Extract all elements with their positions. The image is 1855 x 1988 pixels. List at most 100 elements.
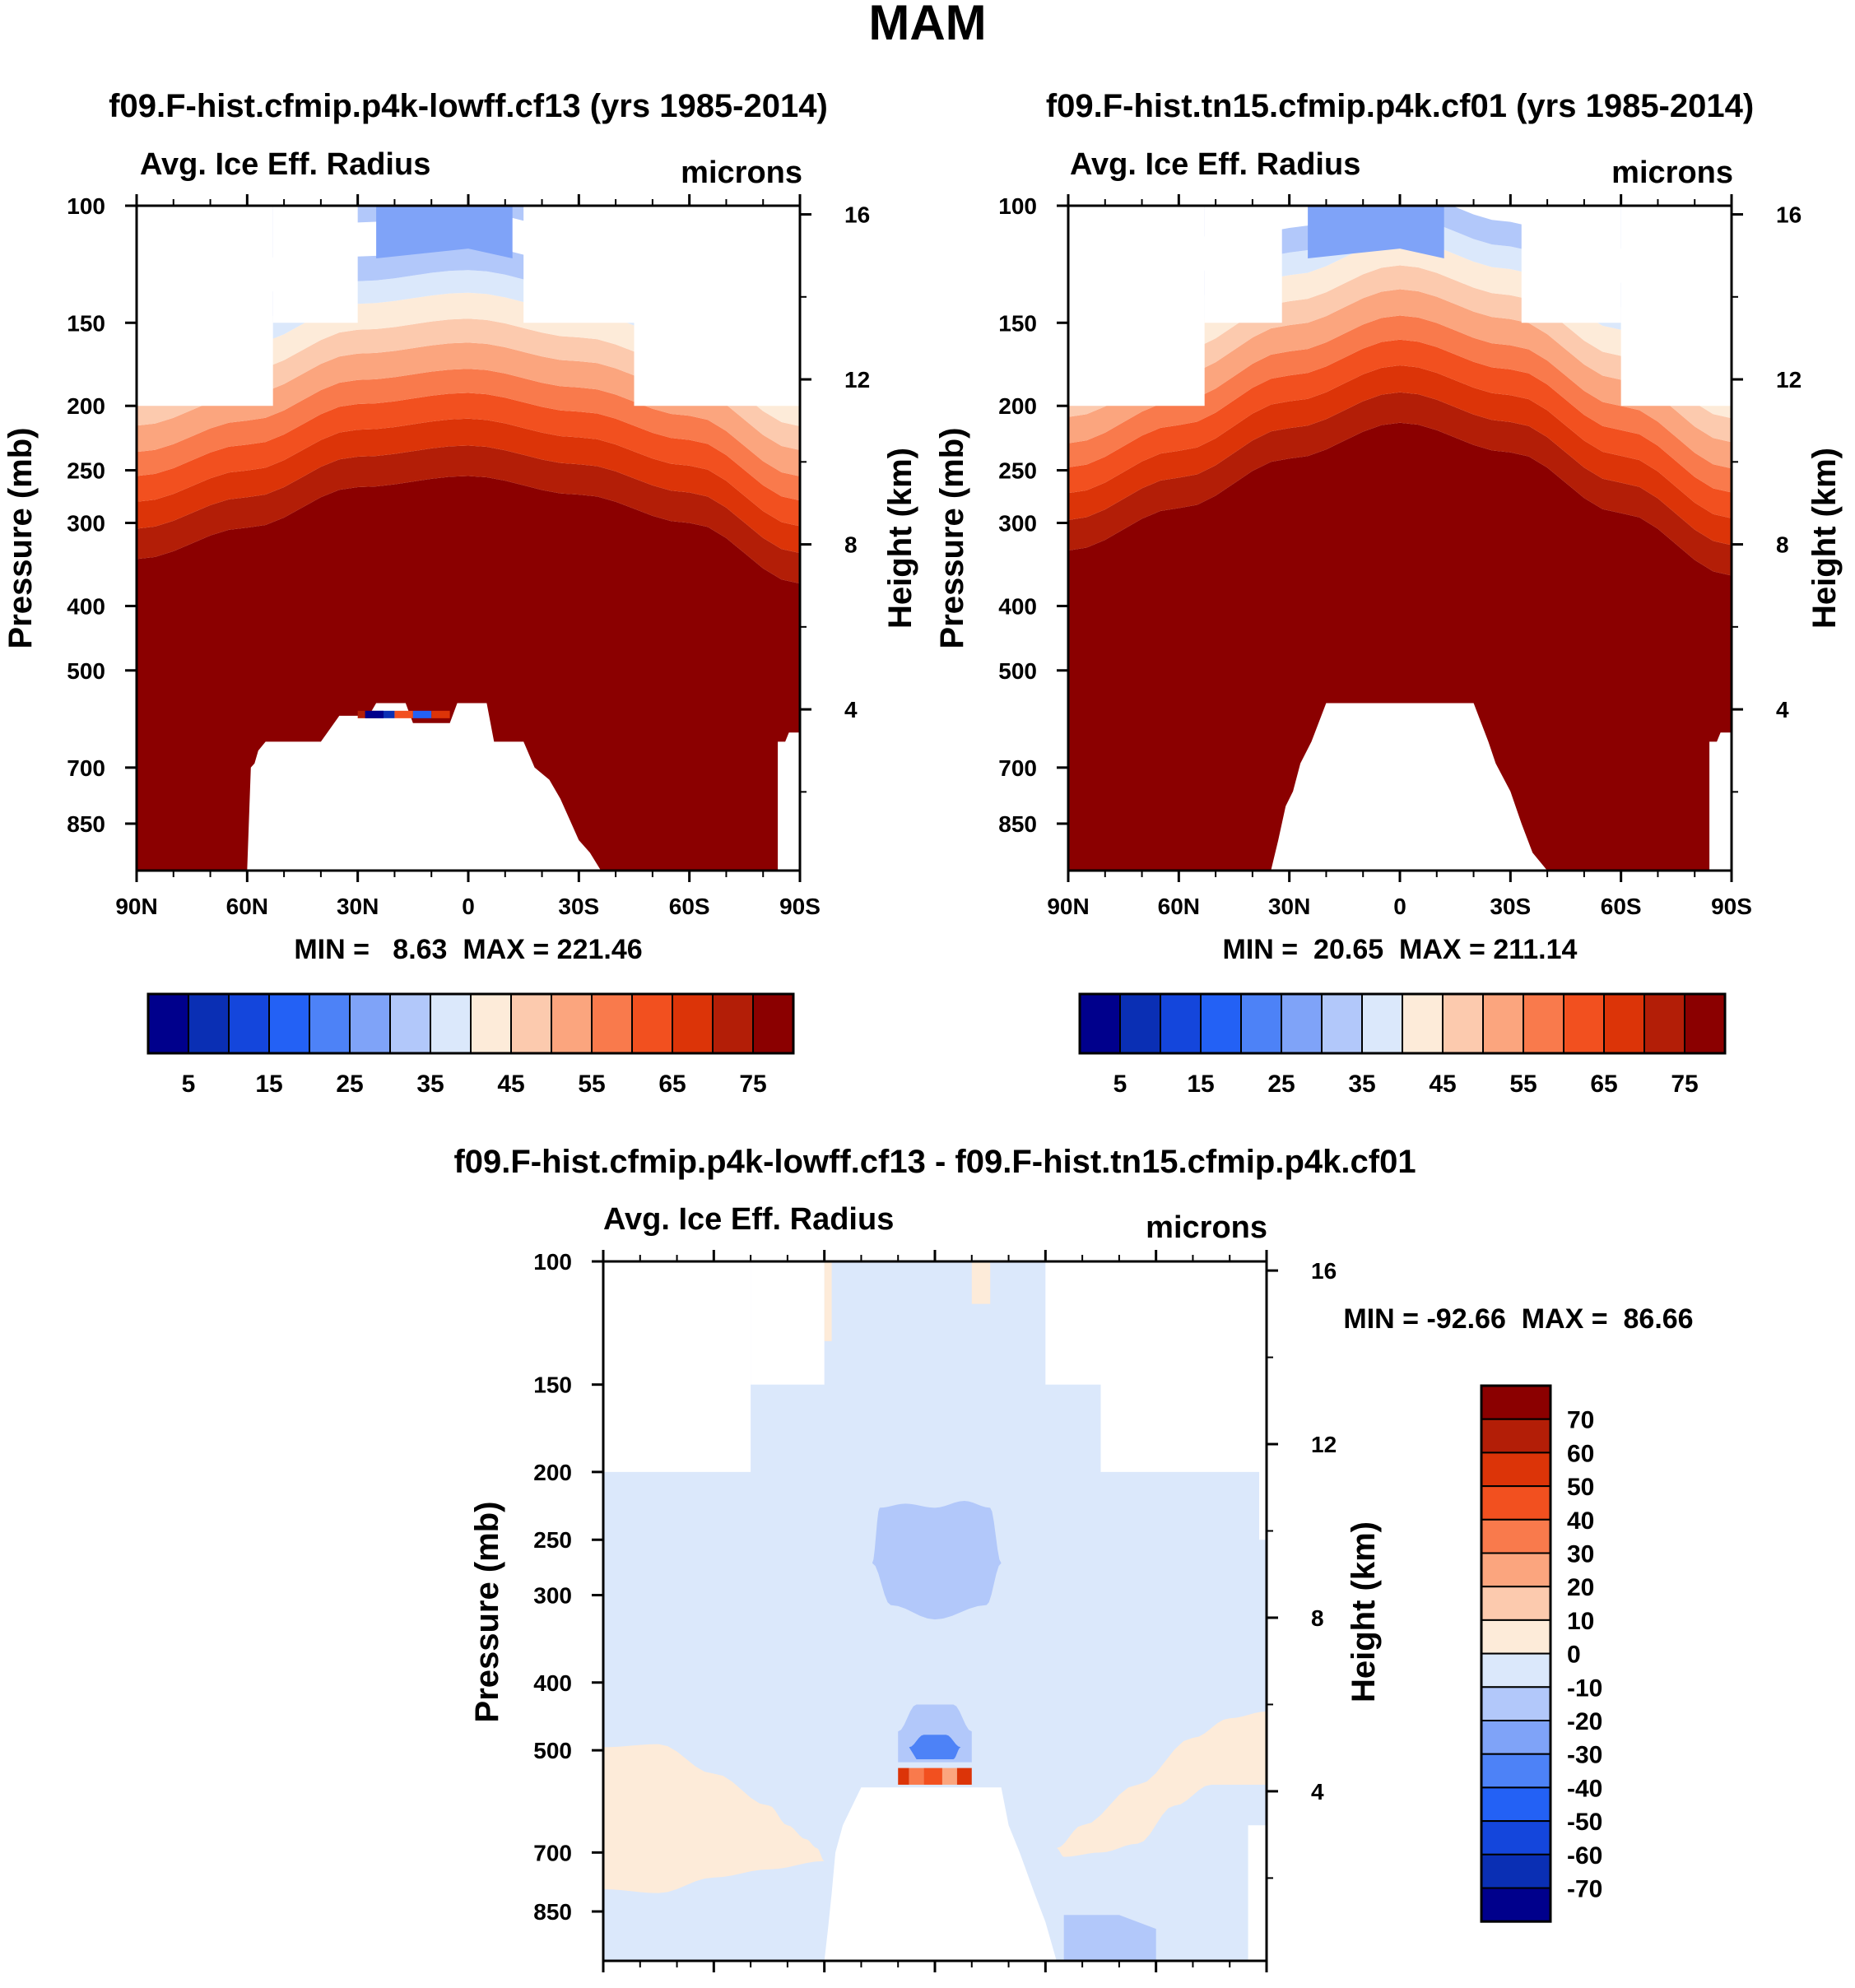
p1-topography-edge-patch xyxy=(365,710,384,718)
p3-x-tick-label: 90S xyxy=(1246,1984,1287,1988)
p3-colorbar-box xyxy=(1481,1452,1551,1488)
p3-colorbar-label: -70 xyxy=(1567,1876,1602,1903)
p3-y2-tick-label: 16 xyxy=(1311,1258,1337,1284)
p2-y2-tick-label: 4 xyxy=(1776,697,1789,722)
p2-colorbar-label: 5 xyxy=(1113,1071,1127,1098)
panel-2: f09.F-hist.tn15.cfmip.p4k.cf01 (yrs 1985… xyxy=(934,88,1843,1098)
p1-topography-edge-patch xyxy=(431,710,450,718)
p3-colorbar-box xyxy=(1481,1820,1551,1856)
p2-band-upper-core xyxy=(1308,206,1444,258)
p2-x-tick-label: 60N xyxy=(1158,894,1200,919)
p1-colorbar-box xyxy=(672,993,714,1054)
p1-missing-top xyxy=(137,206,273,406)
panel-1-y2-axis-label: Height (km) xyxy=(882,448,918,629)
p3-x-tick-label: 60S xyxy=(1136,1984,1177,1988)
p1-colorbar-box xyxy=(228,993,270,1054)
p3-colorbar-label: -60 xyxy=(1567,1842,1602,1870)
p1-x-tick-label: 60N xyxy=(226,894,268,919)
p1-topography xyxy=(247,703,602,871)
p3-band-pos-small-nh xyxy=(603,1744,825,1893)
p1-colorbar-box xyxy=(389,993,431,1054)
p3-band-pos-streak xyxy=(941,1767,957,1785)
p1-y-tick-label: 400 xyxy=(67,593,105,619)
p2-colorbar-box xyxy=(1563,993,1605,1054)
p1-colorbar-label: 65 xyxy=(658,1071,686,1098)
p2-band-3 xyxy=(1068,339,1732,518)
p1-band-1 xyxy=(137,445,800,584)
panel-1-title: f09.F-hist.cfmip.p4k-lowff.cf13 (yrs 198… xyxy=(109,88,828,124)
p1-y-tick-label: 850 xyxy=(67,811,105,837)
p2-colorbar-label: 35 xyxy=(1348,1071,1375,1098)
p2-y2-tick-label: 8 xyxy=(1776,532,1789,558)
p1-colorbar-box xyxy=(188,993,230,1054)
panel-2-min-max: MIN = 20.65 MAX = 211.14 xyxy=(1223,934,1578,965)
p1-colorbar-box xyxy=(430,993,472,1054)
p3-colorbar-box xyxy=(1481,1418,1551,1454)
p2-band-1 xyxy=(1068,392,1732,576)
panel-3: f09.F-hist.cfmip.p4k-lowff.cf13 - f09.F-… xyxy=(453,1144,1693,1988)
p1-x-tick-label: 0 xyxy=(462,894,475,919)
p2-colorbar-box xyxy=(1240,993,1282,1054)
p3-missing-top xyxy=(751,1261,825,1385)
panel-3-title: f09.F-hist.cfmip.p4k-lowff.cf13 - f09.F-… xyxy=(453,1144,1416,1180)
p3-colorbar-box xyxy=(1481,1586,1551,1621)
p2-y-tick-label: 100 xyxy=(998,193,1037,219)
p1-topography-edge-patch xyxy=(412,710,432,718)
p2-colorbar-box xyxy=(1119,993,1161,1054)
p3-colorbar-box xyxy=(1481,1552,1551,1588)
panel-2-colorbar: 5 15 25 35 45 55 65 75 xyxy=(1078,992,1727,1098)
p2-missing-top xyxy=(1620,206,1732,406)
p3-x-tick-label: 90N xyxy=(582,1984,624,1988)
p1-colorbar-box xyxy=(349,993,391,1054)
p3-missing-top xyxy=(1100,1261,1267,1472)
p1-colorbar-label: 75 xyxy=(739,1071,766,1098)
p2-topography xyxy=(1271,703,1548,871)
panel-1-field xyxy=(137,206,800,871)
p3-missing-top xyxy=(1045,1261,1101,1385)
panel-3-variable-label: Avg. Ice Eff. Radius xyxy=(603,1202,894,1237)
panel-2-y2-axis-label: Height (km) xyxy=(1806,448,1843,629)
p2-y2-tick-label: 16 xyxy=(1776,202,1802,228)
p1-colorbar-label: 25 xyxy=(336,1071,363,1098)
p3-missing-top xyxy=(603,1261,751,1472)
p3-colorbar-box xyxy=(1481,1385,1551,1420)
p2-y-tick-label: 850 xyxy=(998,811,1037,837)
p3-x-tick-label: 0 xyxy=(928,1984,941,1988)
p2-band-2 xyxy=(1068,365,1732,546)
p1-colorbar-label: 5 xyxy=(182,1071,196,1098)
p2-missing-top xyxy=(1204,206,1282,323)
panel-2-units-label: microns xyxy=(1611,156,1733,190)
panel-1-variable-label: Avg. Ice Eff. Radius xyxy=(140,147,430,182)
p3-colorbar-box xyxy=(1481,1518,1551,1554)
p1-x-tick-label: 30S xyxy=(558,894,599,919)
panel-1-min-max: MIN = 8.63 MAX = 221.46 xyxy=(294,934,642,965)
p3-band-pos-small-upper-sh xyxy=(971,1261,991,1304)
p3-colorbar-label: 30 xyxy=(1567,1541,1594,1568)
p2-colorbar-box xyxy=(1361,993,1403,1054)
p3-y-tick-label: 500 xyxy=(533,1738,572,1763)
p3-colorbar-label: -40 xyxy=(1567,1775,1602,1802)
panel-2-title: f09.F-hist.tn15.cfmip.p4k.cf01 (yrs 1985… xyxy=(1046,88,1754,124)
p2-colorbar-box xyxy=(1482,993,1524,1054)
p2-colorbar-box xyxy=(1321,993,1363,1054)
p3-band-pos-streak xyxy=(923,1767,942,1785)
p1-colorbar-box xyxy=(712,993,754,1054)
p3-colorbar-box xyxy=(1481,1485,1551,1521)
p3-colorbar-box xyxy=(1481,1853,1551,1889)
p3-missing-top xyxy=(1259,1261,1267,1540)
p2-colorbar-box xyxy=(1160,993,1202,1054)
p3-antarctic-mask xyxy=(1248,1825,1267,1961)
p3-band-pos-streak xyxy=(956,1767,972,1785)
p3-colorbar-label: 10 xyxy=(1567,1608,1594,1635)
p3-topography xyxy=(824,1787,1057,1961)
panel-3-units-label: microns xyxy=(1146,1210,1267,1245)
p3-x-tick-label: 60N xyxy=(693,1984,735,1988)
p1-topography-edge-patch xyxy=(394,710,413,718)
p2-colorbar-box xyxy=(1442,993,1484,1054)
p2-y-tick-label: 400 xyxy=(998,593,1037,619)
panel-2-variable-label: Avg. Ice Eff. Radius xyxy=(1070,147,1360,182)
p2-x-tick-label: 60S xyxy=(1601,894,1642,919)
p1-colorbar-label: 45 xyxy=(497,1071,524,1098)
p1-y2-tick-label: 12 xyxy=(844,367,870,392)
p2-colorbar-box xyxy=(1200,993,1242,1054)
